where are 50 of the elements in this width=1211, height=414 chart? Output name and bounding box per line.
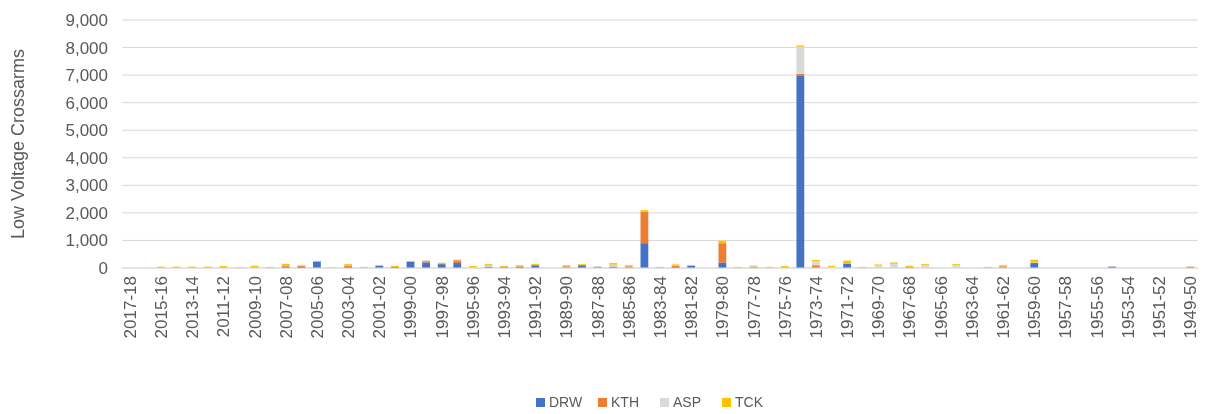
legend-label: DRW [549,394,583,410]
x-tick-label: 1949-50 [1181,276,1201,339]
x-tick-label: 1975-76 [775,276,795,339]
x-tick-label: 1957-58 [1056,276,1076,339]
y-tick-label: 3,000 [65,176,108,196]
y-tick-label: 8,000 [65,38,108,58]
x-tick-label: 1983-84 [650,276,670,339]
x-tick-label: 1961-62 [994,276,1014,339]
x-tick-label: 1995-96 [463,276,483,339]
x-tick-label: 1953-54 [1118,276,1138,339]
x-tick-label: 2015-16 [151,276,171,339]
x-tick-label: 1977-78 [744,276,764,339]
x-tick-label: 1959-60 [1025,276,1045,339]
y-tick-label: 1,000 [65,231,108,251]
x-tick-label: 2013-14 [183,276,203,339]
x-tick-label: 1997-98 [432,276,452,339]
y-tick-label: 6,000 [65,93,108,113]
x-tick-label: 2001-02 [370,276,390,339]
x-tick-label: 2005-06 [307,276,327,339]
x-tick-label: 1981-82 [682,276,702,339]
x-tick-label: 1979-80 [713,276,733,339]
x-tick-label: 1963-64 [962,276,982,339]
x-tick-label: 1987-88 [588,276,608,339]
y-tick-label: 0 [98,258,108,278]
y-tick-label: 5,000 [65,121,108,141]
y-tick-label: 2,000 [65,203,108,223]
x-tick-label: 1969-70 [869,276,889,339]
legend-label: KTH [611,394,639,410]
y-axis-title: Low Voltage Crossarms [8,48,28,240]
x-tick-label: 1985-86 [619,276,639,339]
x-tick-label: 1967-68 [900,276,920,339]
x-tick-label: 1999-00 [401,276,421,339]
x-tick-label: 2003-04 [339,276,359,339]
x-tick-label: 2009-10 [245,276,265,339]
x-tick-label: 2007-08 [276,276,296,339]
x-tick-label: 1993-94 [495,276,515,339]
x-tick-label: 1965-66 [931,276,951,339]
x-tick-label: 1991-92 [526,276,546,339]
legend-label: ASP [673,394,702,410]
x-tick-label: 1955-56 [1087,276,1107,339]
y-tick-label: 4,000 [65,148,108,168]
x-tick-label: 1971-72 [838,276,858,339]
x-tick-label: 1973-74 [806,276,826,339]
y-tick-label: 7,000 [65,66,108,86]
x-tick-label: 1951-52 [1149,276,1169,339]
legend-label: TCK [735,394,764,410]
x-tick-label: 1989-90 [557,276,577,339]
y-tick-label: 9,000 [65,10,108,30]
x-tick-label: 2011-12 [214,276,234,338]
x-tick-label: 2017-18 [120,276,140,339]
